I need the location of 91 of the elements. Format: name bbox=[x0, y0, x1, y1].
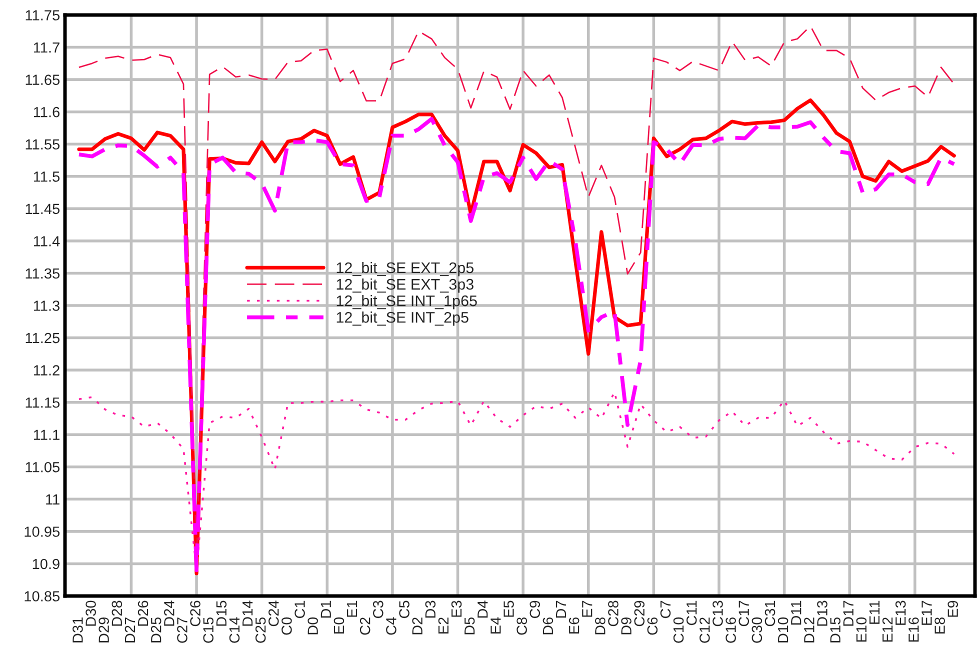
y-tick-label: 11.05 bbox=[26, 462, 60, 472]
x-tick-label: C6 bbox=[647, 617, 658, 635]
y-tick-label: 11.4 bbox=[34, 236, 60, 246]
x-tick-label: C25 bbox=[255, 617, 266, 643]
x-tick-label: E9 bbox=[948, 600, 958, 617]
y-tick-label: 10.95 bbox=[24, 526, 60, 537]
x-tick-label: E7 bbox=[582, 600, 592, 617]
x-tick-label: C7 bbox=[660, 600, 671, 618]
legend-label: 12_bit_SE INT_1p65 bbox=[336, 295, 477, 310]
y-tick-label: 11.55 bbox=[26, 139, 60, 150]
x-tick-label: D30 bbox=[86, 600, 96, 626]
legend-label: 12_bit_SE EXT_2p5 bbox=[336, 262, 474, 276]
x-tick-label: D1 bbox=[320, 600, 331, 618]
x-tick-label: D14 bbox=[242, 600, 253, 626]
x-tick-label: E3 bbox=[451, 600, 462, 617]
x-tick-label: C8 bbox=[516, 617, 527, 635]
legend-label: 12_bit_SE INT_2p5 bbox=[336, 312, 468, 326]
x-tick-label: C26 bbox=[190, 600, 200, 626]
x-tick-label: D2 bbox=[412, 618, 422, 634]
y-tick-label: 11.65 bbox=[26, 74, 60, 85]
y-tick-label: 11.2 bbox=[34, 365, 60, 376]
x-tick-label: E1 bbox=[347, 600, 358, 617]
x-tick-label: E8 bbox=[934, 617, 945, 634]
x-tick-label: E0 bbox=[334, 617, 344, 634]
x-tick-label: D10 bbox=[778, 617, 788, 642]
x-tick-label: D26 bbox=[138, 600, 148, 626]
x-tick-label: E12 bbox=[882, 618, 893, 642]
x-tick-label: C12 bbox=[700, 618, 710, 643]
x-tick-label: C29 bbox=[634, 600, 645, 626]
x-tick-label: C24 bbox=[268, 600, 279, 626]
y-tick-label: 11.1 bbox=[34, 430, 60, 440]
x-tick-label: D15 bbox=[216, 600, 227, 626]
x-tick-label: D11 bbox=[791, 600, 802, 625]
x-tick-label: C30 bbox=[752, 617, 762, 643]
legend-label: 12_bit_SE EXT_3p3 bbox=[336, 278, 474, 293]
x-tick-label: D24 bbox=[164, 600, 174, 626]
x-tick-label: D29 bbox=[98, 618, 110, 642]
x-tick-label: D27 bbox=[124, 618, 135, 642]
x-tick-label: D12 bbox=[804, 618, 814, 642]
x-tick-label: E10 bbox=[856, 617, 867, 642]
y-tick-label: 11.5 bbox=[34, 172, 60, 182]
x-tick-label: D7 bbox=[556, 600, 566, 618]
y-tick-label: 11.35 bbox=[26, 268, 60, 279]
x-tick-label: C5 bbox=[399, 600, 410, 618]
x-tick-label: C11 bbox=[686, 600, 697, 626]
x-tick-label: C1 bbox=[294, 600, 305, 618]
y-tick-label: 11.15 bbox=[26, 398, 60, 408]
x-tick-label: D15 bbox=[830, 617, 840, 642]
y-tick-label: 11.6 bbox=[34, 106, 60, 118]
x-tick-label: D9 bbox=[621, 618, 632, 634]
x-tick-label: E4 bbox=[490, 617, 501, 634]
x-tick-label: D3 bbox=[425, 600, 436, 618]
x-tick-label: D17 bbox=[843, 600, 854, 626]
x-tick-label: E16 bbox=[908, 617, 919, 642]
x-tick-label: C3 bbox=[372, 600, 384, 618]
y-tick-label: 11.25 bbox=[26, 332, 60, 344]
x-tick-label: E5 bbox=[504, 600, 514, 617]
x-tick-label: C31 bbox=[764, 600, 776, 626]
x-tick-label: D31 bbox=[72, 618, 83, 642]
x-tick-label: D6 bbox=[542, 617, 554, 634]
x-tick-label: E6 bbox=[568, 617, 580, 634]
x-tick-label: D0 bbox=[308, 617, 318, 634]
x-tick-label: C9 bbox=[530, 600, 540, 618]
x-tick-label: C2 bbox=[360, 618, 370, 635]
x-tick-label: C27 bbox=[177, 618, 188, 643]
y-tick-label: 11.45 bbox=[26, 204, 60, 214]
x-tick-label: C13 bbox=[712, 600, 723, 626]
x-tick-label: C4 bbox=[386, 617, 396, 635]
x-tick-label: D25 bbox=[150, 617, 162, 642]
x-tick-label: E2 bbox=[438, 618, 448, 634]
x-tick-label: C16 bbox=[726, 617, 736, 643]
x-tick-label: C28 bbox=[608, 600, 618, 626]
x-tick-label: D8 bbox=[595, 617, 606, 634]
y-tick-label: 10.85 bbox=[24, 591, 60, 602]
x-tick-label: E11 bbox=[869, 600, 880, 624]
x-tick-label: C17 bbox=[738, 600, 750, 626]
x-tick-label: E13 bbox=[895, 600, 906, 625]
x-tick-label: D4 bbox=[478, 600, 488, 618]
x-tick-label: D5 bbox=[464, 617, 475, 634]
x-tick-label: E17 bbox=[922, 600, 932, 625]
y-tick-label: 11.7 bbox=[34, 42, 60, 53]
y-tick-label: 10.9 bbox=[32, 558, 60, 570]
x-tick-label: C10 bbox=[673, 617, 684, 643]
y-tick-label: 11.3 bbox=[34, 300, 60, 311]
y-tick-label: 11 bbox=[46, 494, 60, 504]
x-tick-label: C14 bbox=[229, 617, 240, 643]
x-tick-label: C0 bbox=[282, 617, 292, 635]
y-tick-label: 11.75 bbox=[26, 10, 60, 20]
x-tick-label: D28 bbox=[112, 600, 122, 626]
x-tick-label: D13 bbox=[817, 600, 828, 626]
x-tick-label: C15 bbox=[203, 617, 214, 643]
